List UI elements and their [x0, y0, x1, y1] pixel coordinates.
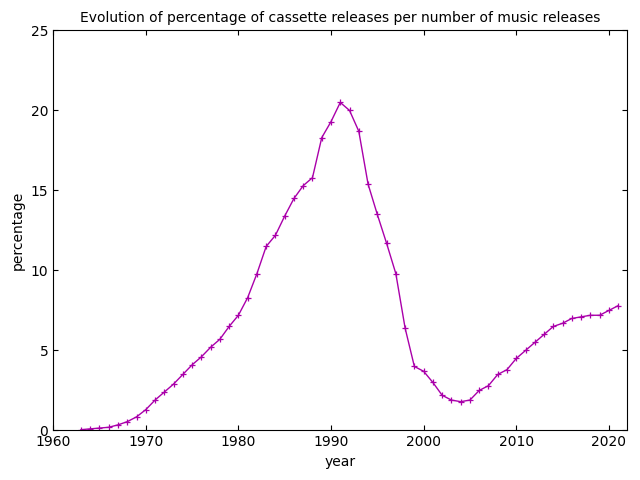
- Title: Evolution of percentage of cassette releases per number of music releases: Evolution of percentage of cassette rele…: [80, 11, 600, 25]
- Y-axis label: percentage: percentage: [11, 191, 25, 270]
- X-axis label: year: year: [324, 455, 356, 469]
